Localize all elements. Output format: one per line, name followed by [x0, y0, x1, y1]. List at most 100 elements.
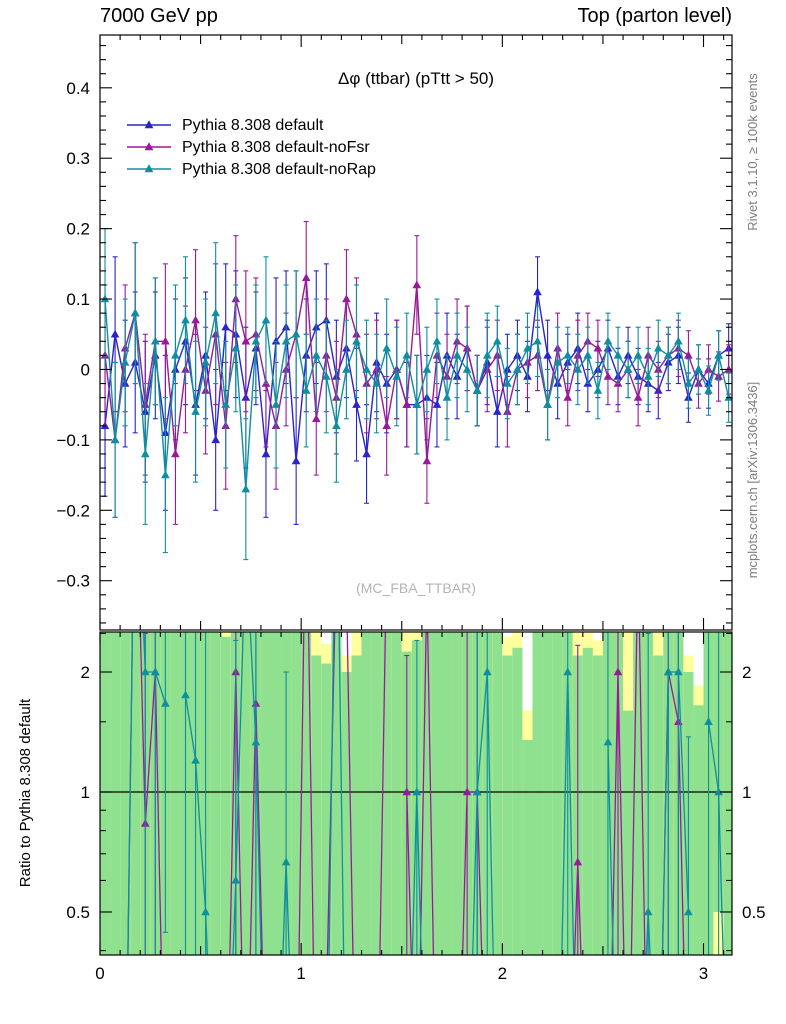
triangle-marker	[301, 273, 311, 282]
triangle-marker	[623, 364, 633, 373]
green-band-bin	[351, 655, 362, 955]
main-y-tick-label: 0.3	[66, 149, 90, 168]
triangle-marker	[412, 280, 422, 289]
green-band-bin	[210, 632, 221, 955]
triangle-marker	[503, 379, 512, 387]
analysis-watermark: (MC_FBA_TTBAR)	[356, 580, 476, 596]
legend-item-default: Pythia 8.308 default	[127, 117, 324, 134]
triangle-marker	[281, 336, 291, 345]
triangle-marker	[161, 470, 170, 479]
green-band-bin	[623, 710, 634, 955]
triangle-marker-icon	[144, 120, 154, 129]
green-band-bin	[270, 632, 282, 955]
triangle-marker	[633, 350, 643, 359]
triangle-marker	[432, 400, 442, 408]
x-tick-label: 1	[296, 964, 305, 983]
ratio-triangle-marker	[231, 875, 241, 884]
green-band-bin	[110, 632, 121, 955]
triangle-marker	[110, 329, 120, 338]
triangle-marker	[513, 364, 522, 373]
green-band-bin	[341, 672, 352, 955]
ratio-triangle-marker	[191, 755, 200, 764]
triangle-marker	[352, 400, 361, 408]
ratio-triangle-marker	[181, 690, 190, 699]
green-band-bin	[653, 655, 664, 955]
ratio-triangle-marker	[161, 699, 170, 707]
triangle-marker	[493, 336, 502, 345]
legend-item-nofsr: Pythia 8.308 default-noFsr	[127, 139, 370, 156]
triangle-marker	[171, 449, 180, 458]
legend-label: Pythia 8.308 default	[182, 117, 324, 134]
ratio-y-tick-label: 1	[742, 783, 751, 802]
triangle-marker	[684, 379, 693, 387]
triangle-marker	[291, 329, 301, 338]
green-band-bin	[441, 632, 453, 955]
triangle-marker	[412, 400, 422, 408]
green-band-bin	[552, 632, 563, 955]
observable-title: Δφ (ttbar) (pTtt > 50)	[338, 69, 494, 88]
triangle-marker	[312, 350, 321, 359]
green-band-bin	[723, 632, 732, 955]
green-band-bin	[452, 632, 463, 955]
triangle-marker	[110, 435, 120, 444]
main-frame	[99, 34, 733, 631]
green-band-bin	[301, 632, 312, 955]
triangle-marker	[141, 449, 150, 458]
triangle-marker	[291, 456, 301, 465]
ratio-triangle-marker	[674, 667, 683, 676]
green-band-bin	[331, 632, 342, 955]
green-band-bin	[100, 632, 111, 955]
triangle-marker	[352, 336, 361, 345]
green-band-bin	[391, 632, 402, 955]
rivet-version-label: Rivet 3.1.10, ≥ 100k events	[745, 73, 760, 231]
green-band-bin	[371, 632, 382, 955]
triangle-marker	[573, 364, 583, 373]
triangle-marker	[583, 350, 593, 359]
triangle-marker	[221, 322, 230, 331]
green-band-bin	[311, 655, 322, 955]
ratio-frame	[99, 631, 733, 956]
main-series-layer	[100, 221, 732, 561]
ratio-triangle-marker	[684, 907, 693, 916]
triangle-marker	[674, 336, 683, 345]
ratio-triangle-marker	[613, 667, 623, 676]
triangle-marker	[362, 364, 371, 373]
green-band-bin	[522, 740, 533, 955]
triangle-marker	[342, 364, 351, 373]
main-axes: −0.3 −0.2 −0.1 0 0.1 0.2 0.3 0.4	[56, 34, 733, 631]
triangle-marker	[161, 336, 170, 345]
main-y-tick-label: −0.1	[56, 431, 90, 450]
green-band-bin	[633, 632, 644, 955]
green-band-bin	[532, 632, 543, 955]
green-band-bin	[431, 632, 442, 955]
triangle-marker	[211, 308, 220, 317]
triangle-marker	[241, 336, 251, 345]
triangle-marker	[593, 343, 603, 352]
main-y-tick-label: 0.2	[66, 220, 90, 239]
triangle-marker	[523, 343, 532, 352]
ratio-triangle-marker	[603, 737, 613, 746]
triangle-marker	[191, 315, 200, 324]
green-band-bin	[492, 632, 503, 955]
ratio-y-tick-label: 0.5	[742, 903, 766, 922]
triangle-marker	[563, 393, 572, 401]
ratio-y-tick-label: 1	[81, 783, 90, 802]
ratio-triangle-marker	[472, 787, 482, 796]
triangle-marker	[322, 371, 331, 380]
ratio-triangle-marker	[151, 667, 160, 676]
triangle-marker	[483, 350, 492, 359]
triangle-marker-icon	[144, 164, 154, 173]
green-band-bin	[170, 632, 181, 955]
triangle-marker	[171, 350, 180, 359]
triangle-marker	[553, 357, 562, 366]
green-band-bin	[512, 647, 523, 955]
triangle-marker	[100, 294, 110, 303]
triangle-marker	[613, 350, 623, 359]
triangle-marker	[181, 315, 190, 324]
triangle-marker	[231, 343, 241, 352]
green-band-bin	[582, 647, 593, 955]
ratio-triangle-marker	[714, 787, 723, 796]
triangle-marker	[332, 421, 341, 429]
green-band-bin	[291, 632, 302, 955]
triangle-marker	[301, 386, 311, 394]
